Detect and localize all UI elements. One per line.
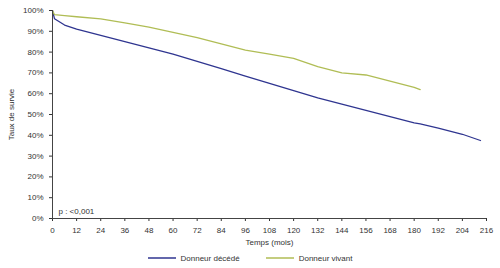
svg-text:40%: 40%: [27, 131, 43, 140]
svg-text:96: 96: [241, 226, 250, 235]
svg-text:20%: 20%: [27, 172, 43, 181]
svg-text:48: 48: [144, 226, 153, 235]
svg-text:100%: 100%: [23, 6, 43, 15]
svg-text:192: 192: [432, 226, 446, 235]
svg-text:50%: 50%: [27, 110, 43, 119]
svg-text:120: 120: [287, 226, 301, 235]
svg-text:70%: 70%: [27, 68, 43, 77]
svg-text:p : <0,001: p : <0,001: [59, 207, 95, 216]
svg-text:60: 60: [169, 226, 178, 235]
svg-text:36: 36: [120, 226, 129, 235]
svg-text:90%: 90%: [27, 27, 43, 36]
svg-text:12: 12: [72, 226, 81, 235]
svg-text:144: 144: [335, 226, 349, 235]
svg-text:180: 180: [407, 226, 421, 235]
svg-text:216: 216: [480, 226, 494, 235]
html-text:Donneur vivant: Donneur vivant: [298, 253, 353, 263]
svg-text:84: 84: [217, 226, 226, 235]
svg-text:30%: 30%: [27, 152, 43, 161]
svg-text:80%: 80%: [27, 48, 43, 57]
svg-text:24: 24: [96, 226, 105, 235]
svg-text:10%: 10%: [27, 193, 43, 202]
svg-text:108: 108: [263, 226, 277, 235]
svg-text:156: 156: [359, 226, 373, 235]
html-text:Donneur décédé: Donneur décédé: [180, 253, 240, 263]
svg-text:60%: 60%: [27, 89, 43, 98]
svg-text:0: 0: [50, 226, 55, 235]
svg-text:204: 204: [456, 226, 470, 235]
svg-text:72: 72: [193, 226, 202, 235]
svg-text:Taux de survie: Taux de survie: [7, 88, 16, 140]
svg-text:168: 168: [383, 226, 397, 235]
svg-text:0%: 0%: [32, 214, 44, 223]
svg-text:Temps (mois): Temps (mois): [245, 238, 293, 247]
svg-text:132: 132: [311, 226, 325, 235]
